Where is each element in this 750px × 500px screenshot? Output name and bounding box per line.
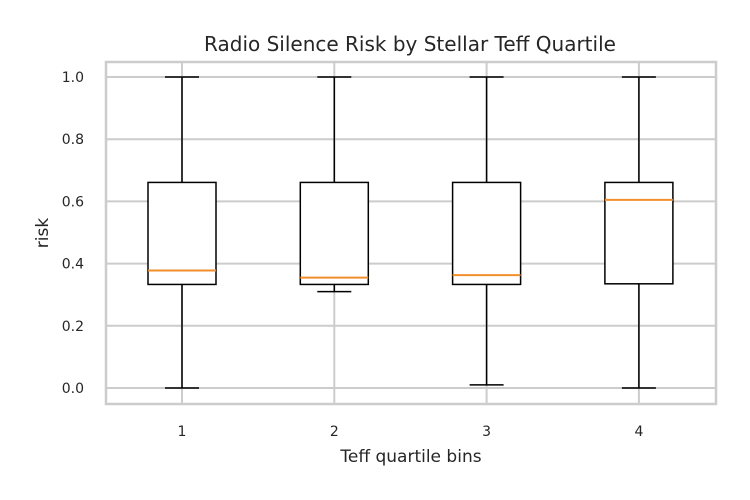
x-tick-label: 4 [634,424,643,440]
y-tick-label: 0.6 [62,194,84,210]
box-group [299,76,370,293]
x-tick-label: 3 [482,424,491,440]
plot-area-frame [104,60,718,406]
chart-title: Radio Silence Risk by Stellar Teff Quart… [204,32,616,56]
iqr-box [604,181,674,285]
y-tick-label: 0.2 [62,319,84,335]
box-group [604,76,674,389]
iqr-box [451,181,522,286]
x-tick-label: 2 [330,424,339,440]
x-axis-label: Teff quartile bins [339,447,481,467]
box-group [147,76,217,389]
y-tick-label: 0.0 [62,381,84,397]
y-tick-label: 0.4 [62,257,84,273]
boxes-layer [147,76,674,389]
x-tick-label: 1 [178,424,187,440]
iqr-box [147,181,217,286]
ticks-layer: 0.0 0.2 0.4 0.6 0.8 1.0 1 2 3 4 [62,70,644,440]
iqr-box [299,181,370,286]
y-axis-label: risk [33,218,53,249]
y-tick-label: 1.0 [62,70,84,86]
y-tick-label: 0.8 [62,132,84,148]
box-group [451,76,522,386]
